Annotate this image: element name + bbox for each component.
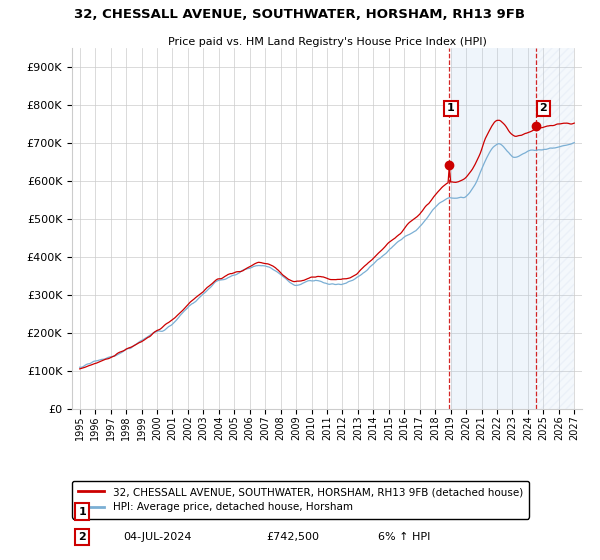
Text: 6% ↑ HPI: 6% ↑ HPI bbox=[378, 532, 430, 542]
Legend: 32, CHESSALL AVENUE, SOUTHWATER, HORSHAM, RH13 9FB (detached house), HPI: Averag: 32, CHESSALL AVENUE, SOUTHWATER, HORSHAM… bbox=[72, 481, 529, 519]
Text: 1: 1 bbox=[79, 507, 86, 517]
Text: £742,500: £742,500 bbox=[266, 532, 319, 542]
Text: 32, CHESSALL AVENUE, SOUTHWATER, HORSHAM, RH13 9FB: 32, CHESSALL AVENUE, SOUTHWATER, HORSHAM… bbox=[74, 8, 526, 21]
Text: 2: 2 bbox=[539, 104, 547, 114]
Text: 07-DEC-2018: 07-DEC-2018 bbox=[123, 507, 197, 517]
Text: 2: 2 bbox=[79, 532, 86, 542]
Text: 04-JUL-2024: 04-JUL-2024 bbox=[123, 532, 191, 542]
Text: £640,000: £640,000 bbox=[266, 507, 319, 517]
Text: 1: 1 bbox=[447, 104, 455, 114]
Text: 4% ↑ HPI: 4% ↑ HPI bbox=[378, 507, 431, 517]
Title: Price paid vs. HM Land Registry's House Price Index (HPI): Price paid vs. HM Land Registry's House … bbox=[167, 37, 487, 47]
